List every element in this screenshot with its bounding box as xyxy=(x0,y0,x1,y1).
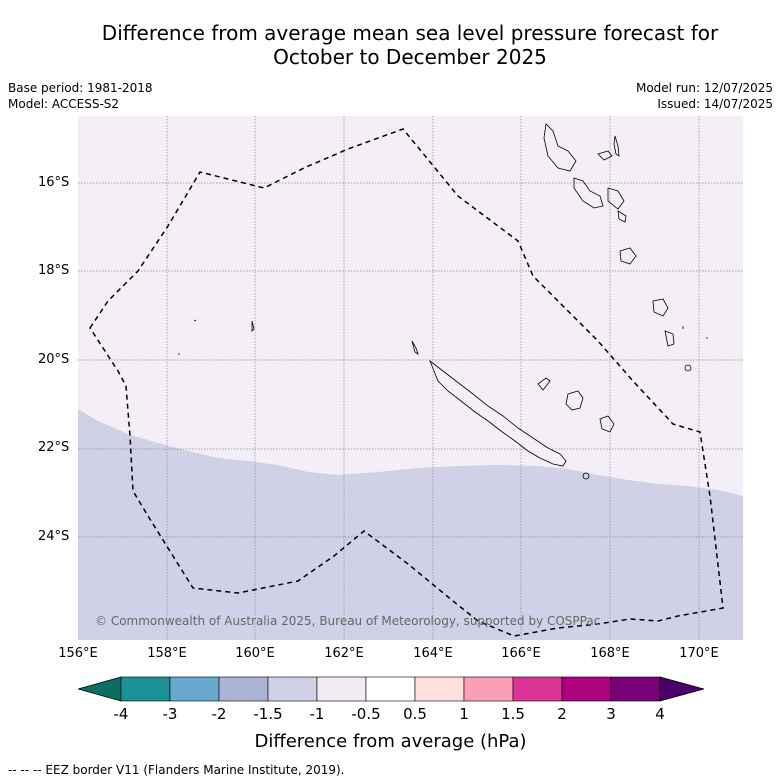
colorbar-segments xyxy=(120,676,661,702)
lat-label: 24°S xyxy=(38,529,70,544)
new-caledonia-island xyxy=(429,359,567,467)
espiritu-santo-island xyxy=(543,123,577,172)
lat-label: 18°S xyxy=(38,263,70,278)
lon-label: 160°E xyxy=(235,646,275,661)
colorbar-segment xyxy=(610,676,661,702)
ambae-island xyxy=(597,150,613,161)
lon-label: 168°E xyxy=(590,646,630,661)
colorbar-segment xyxy=(316,676,367,702)
eez-footnote: -- -- -- EEZ border V11 (Flanders Marine… xyxy=(8,763,345,777)
colorbar-tick-label: -0.5 xyxy=(351,705,381,723)
lon-label: 158°E xyxy=(147,646,187,661)
colorbar-title: Difference from average (hPa) xyxy=(254,731,527,752)
colorbar-segment xyxy=(169,676,220,702)
colorbar-tick-label: -2 xyxy=(211,705,227,723)
small-islands xyxy=(178,319,708,355)
colorbar-tick-label: 3 xyxy=(606,705,616,723)
issued-date: Issued: 14/07/2025 xyxy=(657,97,773,111)
colorbar-segment xyxy=(561,676,612,702)
tanna-island xyxy=(664,330,675,347)
base-period: Base period: 1981-2018 xyxy=(8,81,153,95)
colorbar-extend-low xyxy=(78,676,122,702)
colorbar-segment xyxy=(463,676,514,702)
eez-border xyxy=(89,128,724,637)
colorbar-tick-label: -1 xyxy=(309,705,325,723)
model-name: Model: ACCESS-S2 xyxy=(8,97,120,111)
colorbar-segment xyxy=(218,676,269,702)
colorbar-tick-label: -3 xyxy=(162,705,178,723)
model-run: Model run: 12/07/2025 xyxy=(635,81,773,95)
meta-left: Base period: 1981-2018 Model: ACCESS-S2 xyxy=(8,80,153,112)
colorbar-segment xyxy=(512,676,563,702)
colorbar-tick-label: 0.5 xyxy=(403,705,427,723)
colorbar-tick-label: 1 xyxy=(459,705,469,723)
colorbar-segment xyxy=(414,676,465,702)
colorbar-tick-label: 2 xyxy=(557,705,567,723)
meta-right: Model run: 12/07/2025 Issued: 14/07/2025 xyxy=(636,80,773,112)
colorbar xyxy=(78,676,704,702)
lat-label: 20°S xyxy=(38,352,70,367)
pentecost-ambrym xyxy=(607,187,625,210)
gridlines xyxy=(78,116,743,640)
lon-label: 166°E xyxy=(501,646,541,661)
map-panel xyxy=(78,116,743,640)
negative-anomaly-region xyxy=(78,409,743,640)
chart-title-line-2: October to December 2025 xyxy=(273,45,547,69)
colorbar-segment xyxy=(120,676,171,702)
belep-islands xyxy=(411,340,419,355)
lon-label: 170°E xyxy=(679,646,719,661)
colorbar-tick-label: -1.5 xyxy=(253,705,283,723)
mare-island xyxy=(599,415,615,433)
lon-label: 164°E xyxy=(413,646,453,661)
lat-label: 16°S xyxy=(38,175,70,190)
lon-label: 162°E xyxy=(324,646,364,661)
colorbar-segment xyxy=(267,676,318,702)
map-canvas xyxy=(78,116,743,640)
colorbar-tick-label: 1.5 xyxy=(501,705,525,723)
copyright-notice: © Commonwealth of Australia 2025, Bureau… xyxy=(95,614,601,628)
malekula-island xyxy=(573,177,604,209)
aneityum-island xyxy=(684,364,692,372)
epi-shepherd xyxy=(617,210,627,223)
efate-island xyxy=(619,247,637,265)
maewo-island xyxy=(613,135,620,157)
isle-of-pines xyxy=(582,472,590,480)
lon-label: 156°E xyxy=(58,646,98,661)
lifou-island xyxy=(565,390,584,411)
chart-title-line-1: Difference from average mean sea level p… xyxy=(101,21,719,45)
colorbar-segment xyxy=(365,676,416,702)
lat-label: 22°S xyxy=(38,440,70,455)
ouvea-island xyxy=(537,377,551,391)
erromango-island xyxy=(652,298,669,317)
colorbar-extend-high xyxy=(659,676,704,702)
colorbar-tick-label: 4 xyxy=(655,705,665,723)
colorbar-tick-label: -4 xyxy=(113,705,129,723)
